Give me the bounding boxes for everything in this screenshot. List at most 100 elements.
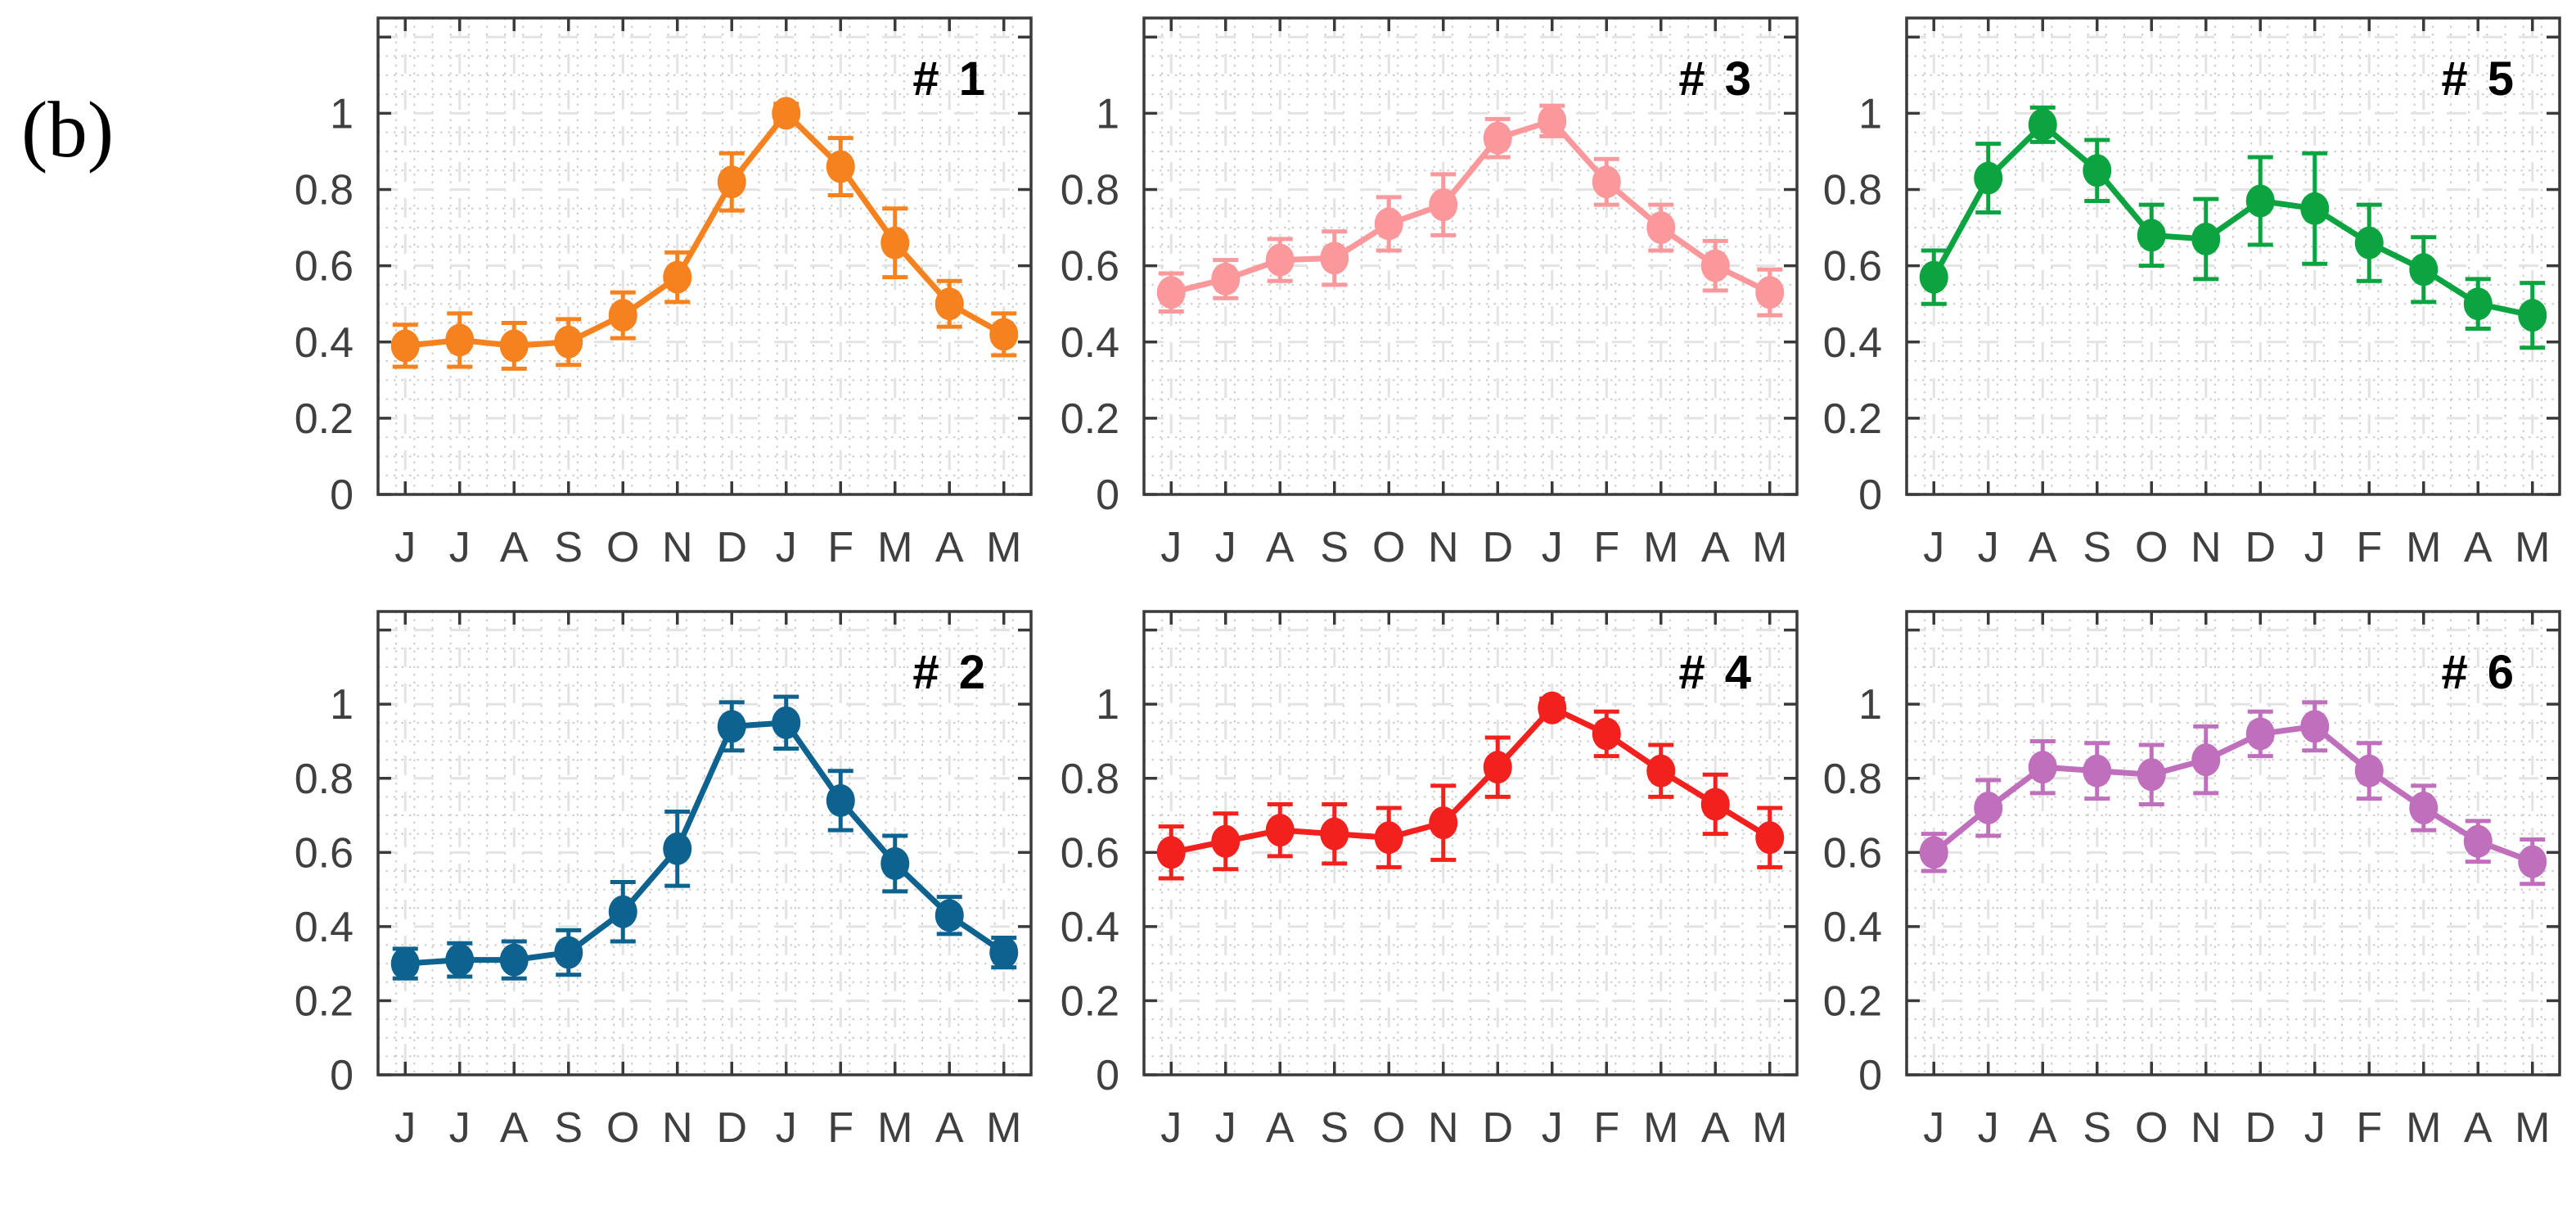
x-tick-label: J <box>449 524 471 571</box>
subplot-svg: 00.20.40.60.81J J A S O N D J F M A M# 3 <box>1061 16 1799 571</box>
x-tick-label: J <box>1542 1104 1563 1152</box>
figure-label: (b) <box>21 86 115 174</box>
data-point <box>880 846 910 880</box>
data-point <box>2518 845 2547 878</box>
x-tick-label: S <box>554 1104 583 1152</box>
x-tick-label: J <box>2304 1104 2326 1152</box>
data-point <box>608 895 637 928</box>
y-tick-label: 0.4 <box>295 904 354 951</box>
data-point <box>1538 104 1567 138</box>
y-tick-label: 0.2 <box>1061 395 1119 443</box>
x-tick-label: M <box>2515 524 2550 571</box>
data-point <box>1646 754 1676 788</box>
y-tick-label: 0.2 <box>295 977 354 1025</box>
x-tick-label: M <box>1643 524 1678 571</box>
x-tick-label: F <box>827 1104 853 1152</box>
y-tick-label: 0 <box>330 472 354 519</box>
y-tick-label: 1 <box>1858 90 1882 138</box>
subplot-svg: 00.20.40.60.81J J A S O N D J F M A M# 4 <box>1061 610 1799 1152</box>
panel-label: # 2 <box>912 646 989 699</box>
major-grid <box>378 612 1031 1075</box>
data-point <box>2137 219 2166 252</box>
panel-label: # 6 <box>2441 646 2517 699</box>
x-tick-label: S <box>2083 524 2111 571</box>
axes-box <box>376 16 1033 496</box>
axis-ticks <box>1907 612 2560 1076</box>
y-tick-label: 0.6 <box>1823 243 1882 291</box>
x-tick-label: J <box>394 1104 416 1152</box>
x-tick-label: N <box>2191 1104 2222 1152</box>
y-tick-label: 0 <box>1858 1052 1882 1099</box>
data-point <box>608 299 637 332</box>
y-tick-label: 0.2 <box>295 395 354 443</box>
subplot-3: 0 0.2 0.4 0.6 0.8 1 J J A S O N D J F M A M # 3 <box>980 0 1815 634</box>
markers <box>1156 691 1785 869</box>
data-point <box>717 165 746 199</box>
x-tick-label: J <box>449 1104 471 1152</box>
data-point <box>499 943 529 977</box>
axis-ticks <box>378 612 1031 1076</box>
x-tick-label: J <box>1215 524 1236 571</box>
x-tick-label: N <box>1428 524 1459 571</box>
x-tick-label: A <box>500 1104 529 1152</box>
y-tick-label: 0.4 <box>1061 904 1119 951</box>
x-tick-label: M <box>877 1104 912 1152</box>
minor-grid <box>1907 612 2560 1075</box>
x-tick-label: D <box>716 1104 747 1152</box>
data-point <box>2083 754 2112 788</box>
x-tick-label: O <box>1372 524 1405 571</box>
y-tick-label: 0 <box>1096 1052 1119 1099</box>
data-point <box>2354 226 2384 259</box>
x-tick-label: N <box>1428 1104 1459 1152</box>
data-point <box>2518 299 2547 332</box>
y-tick-label: 0.4 <box>1823 319 1882 367</box>
x-tick-label: M <box>1752 524 1787 571</box>
data-point <box>445 943 475 977</box>
data-point <box>1700 788 1730 821</box>
x-tick-label: A <box>935 524 964 571</box>
data-point <box>445 323 475 357</box>
y-tick-label: 0.4 <box>1061 319 1119 367</box>
y-tick-label: 0.2 <box>1823 395 1882 443</box>
x-tick-label: A <box>500 524 529 571</box>
x-tick-label: N <box>662 1104 693 1152</box>
axes-box <box>1142 16 1799 496</box>
subplot-svg: 00.20.40.60.81J J A S O N D J F M A M# 5 <box>1823 16 2561 571</box>
data-point <box>1156 276 1186 309</box>
data-point <box>499 329 529 363</box>
subplot-5: 0 0.2 0.4 0.6 0.8 1 J J A S O N D J F M A M # 5 <box>1743 0 2576 634</box>
subplot-svg: 00.20.40.60.81J J A S O N D J F M A M# 1 <box>295 16 1033 571</box>
x-tick-label: D <box>2245 1104 2276 1152</box>
data-point <box>880 226 910 259</box>
x-tick-label: A <box>2464 1104 2493 1152</box>
data-point <box>772 97 801 130</box>
y-tick-label: 1 <box>1858 681 1882 729</box>
axis-ticks <box>378 18 1031 496</box>
x-tick-label: D <box>1482 1104 1513 1152</box>
panel-label: # 5 <box>2441 52 2517 106</box>
minor-grid <box>378 18 1031 494</box>
data-point <box>1646 211 1676 245</box>
data-point <box>1919 260 1948 294</box>
x-tick-label: A <box>1266 524 1295 571</box>
axes-box <box>376 610 1033 1076</box>
data-point <box>390 947 420 981</box>
data-point <box>1974 161 2003 195</box>
data-point <box>1483 121 1512 155</box>
data-point <box>663 832 692 865</box>
panel-label: # 1 <box>912 52 989 106</box>
x-tick-label: M <box>877 524 912 571</box>
data-point <box>1265 243 1295 277</box>
x-tick-label: S <box>554 524 583 571</box>
markers <box>390 706 1019 981</box>
y-tick-label: 0.6 <box>1061 829 1119 877</box>
data-point <box>1374 821 1403 855</box>
x-tick-label: A <box>1266 1104 1295 1152</box>
subplot-svg: 00.20.40.60.81J J A S O N D J F M A M# 2 <box>295 610 1033 1152</box>
data-point <box>2191 743 2221 777</box>
data-point <box>2245 717 2275 751</box>
x-tick-label: M <box>2406 1104 2441 1152</box>
data-point <box>2083 154 2112 187</box>
data-point <box>2463 287 2493 321</box>
data-point <box>1429 188 1458 222</box>
